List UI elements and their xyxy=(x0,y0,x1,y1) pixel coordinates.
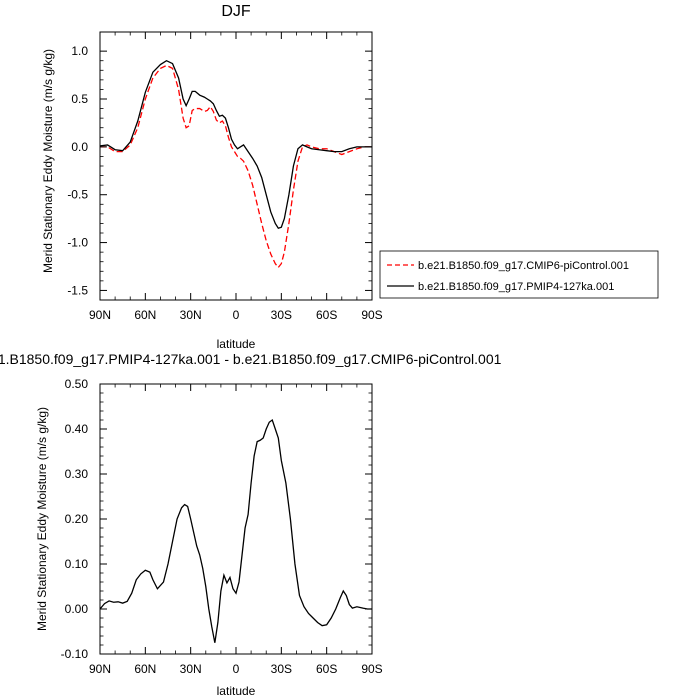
bottom-chart-ticks-group: 90N 60N 30N 0 30S 60S 90S 0.50 0.40 0.30 0.20 0.10 0… xyxy=(61,377,383,676)
top-chart-ylabel: Merid Stationary Eddy Moisture (m/s g/kg… xyxy=(41,49,55,273)
legend-box xyxy=(379,250,659,299)
bottom-ytick-label-4: 0.10 xyxy=(65,557,89,571)
top-series-line-0 xyxy=(100,64,372,269)
bottom-ytick-label-2: 0.30 xyxy=(65,467,89,481)
bottom-xtick-label-2: 30N xyxy=(180,662,202,676)
top-chart-title: DJF xyxy=(221,3,251,20)
bottom-xtick-label-0: 90N xyxy=(89,662,111,676)
bottom-ytick-label-0: 0.50 xyxy=(65,377,89,391)
legend-label-127ka: b.e21.B1850.f09_g17.PMIP4-127ka.001 xyxy=(418,281,614,293)
top-ytick-label-1: 0.5 xyxy=(71,92,88,106)
top-xtick-label-0: 90N xyxy=(89,308,111,322)
top-ytick-label-2: 0.0 xyxy=(71,140,88,154)
bottom-ytick-label-6: -0.10 xyxy=(61,647,89,661)
bottom-chart-xlabel: latitude xyxy=(217,684,256,698)
bottom-chart-series-group xyxy=(99,418,372,643)
top-ytick-label-4: -1.0 xyxy=(67,236,88,250)
top-xtick-label-4: 30S xyxy=(271,308,292,322)
top-xtick-label-5: 60S xyxy=(316,308,337,322)
bottom-ytick-label-3: 0.20 xyxy=(65,512,89,526)
bottom-xtick-label-6: 90S xyxy=(361,662,382,676)
top-chart-ticks-group: 90N 60N 30N 0 30S 60S 90S 1.0 0.5 0.0 -0.5 -1.0 -1.5 xyxy=(67,32,383,322)
bottom-ytick-label-1: 0.40 xyxy=(65,422,89,436)
top-chart-plot-frame xyxy=(99,31,373,301)
top-chart-legend: b.e21.B1850.f09_g17.CMIP6-piControl.001 … xyxy=(379,250,659,299)
bottom-xtick-label-3: 0 xyxy=(233,662,240,676)
top-xtick-label-2: 30N xyxy=(180,308,202,322)
bottom-chart-plot-frame xyxy=(99,383,373,655)
top-ytick-label-3: -0.5 xyxy=(67,188,88,202)
top-chart-series-group xyxy=(99,59,372,269)
bottom-xtick-label-4: 30S xyxy=(271,662,292,676)
top-chart-xlabel: latitude xyxy=(217,337,256,351)
bottom-xtick-label-1: 60N xyxy=(134,662,156,676)
top-ytick-label-0: 1.0 xyxy=(71,44,88,58)
top-xtick-label-6: 90S xyxy=(361,308,382,322)
top-xtick-label-3: 0 xyxy=(233,308,240,322)
bottom-series-line-0 xyxy=(99,418,372,643)
top-chart-panel: DJF latitude Merid Stationary Eddy Moist… xyxy=(41,3,383,351)
bottom-ytick-label-5: 0.00 xyxy=(65,602,89,616)
legend-label-picontrol: b.e21.B1850.f09_g17.CMIP6-piControl.001 xyxy=(418,260,629,272)
bottom-chart-ylabel: Merid Stationary Eddy Moisture (m/s g/kg… xyxy=(35,407,49,631)
top-xtick-label-1: 60N xyxy=(134,308,156,322)
top-ytick-label-5: -1.5 xyxy=(67,283,88,297)
top-series-line-1 xyxy=(99,59,372,229)
bottom-chart-panel: b.e21.B1850.f09_g17.PMIP4-127ka.001 - b.… xyxy=(0,351,502,698)
bottom-chart-title: b.e21.B1850.f09_g17.PMIP4-127ka.001 - b.… xyxy=(0,351,502,367)
bottom-xtick-label-5: 60S xyxy=(316,662,337,676)
